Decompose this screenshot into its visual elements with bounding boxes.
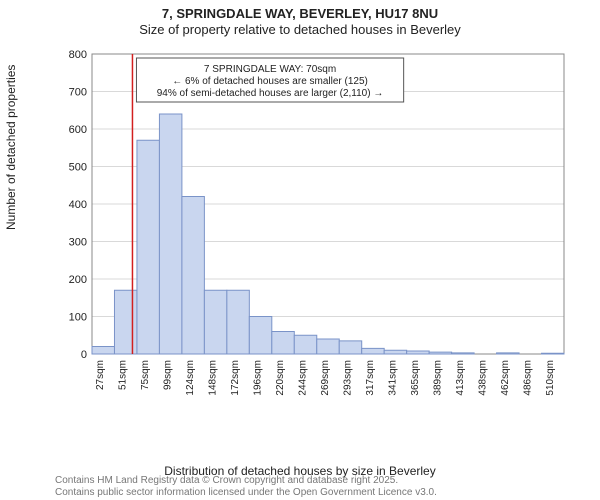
histogram-bar <box>227 290 249 354</box>
chart-plot-area: 0 100 200 300 400 500 600 700 800 27sqm 51sqm 75sqm… <box>60 48 570 410</box>
footer-line1: Contains HM Land Registry data © Crown c… <box>55 475 437 487</box>
callout-line: 94% of semi-detached houses are larger (… <box>157 88 384 99</box>
histogram-bar <box>362 348 384 354</box>
histogram-bar <box>339 341 361 354</box>
histogram-bar <box>384 350 406 354</box>
x-tick-label: 389sqm <box>432 360 443 396</box>
histogram-bar <box>317 339 339 354</box>
x-tick-label: 293sqm <box>342 360 353 396</box>
x-tick-label: 172sqm <box>230 360 241 396</box>
histogram-bar <box>452 353 474 354</box>
histogram-bar <box>114 290 136 354</box>
x-tick-label: 413sqm <box>455 360 466 396</box>
x-tick-label: 462sqm <box>500 360 511 396</box>
x-tick-label: 317sqm <box>365 360 376 396</box>
histogram-bar <box>204 290 226 354</box>
x-tick-label: 341sqm <box>387 360 398 396</box>
histogram-bar <box>542 353 564 354</box>
title-line1: 7, SPRINGDALE WAY, BEVERLEY, HU17 8NU <box>0 6 600 22</box>
title-line2: Size of property relative to detached ho… <box>0 22 600 38</box>
histogram-bar <box>249 317 271 355</box>
histogram-bar <box>92 347 114 355</box>
callout-line: ← 6% of detached houses are smaller (125… <box>172 76 368 87</box>
y-tick-label: 300 <box>69 237 87 249</box>
y-tick-label: 700 <box>69 87 87 99</box>
y-tick-label: 500 <box>69 162 87 174</box>
footer-line2: Contains public sector information licen… <box>55 487 437 499</box>
histogram-bar <box>429 352 451 354</box>
x-tick-label: 148sqm <box>208 360 219 396</box>
x-tick-label: 99sqm <box>163 360 174 390</box>
histogram-bar <box>407 351 429 354</box>
y-tick-label: 0 <box>81 349 87 361</box>
y-tick-label: 400 <box>69 199 87 211</box>
histogram-bar <box>182 197 204 355</box>
x-tick-label: 510sqm <box>545 360 556 396</box>
x-tick-label: 244sqm <box>298 360 309 396</box>
x-tick-label: 27sqm <box>95 360 106 390</box>
x-tick-label: 365sqm <box>410 360 421 396</box>
y-axis-label: Number of detached properties <box>4 65 18 230</box>
callout-line: 7 SPRINGDALE WAY: 70sqm <box>204 64 336 75</box>
x-tick-label: 124sqm <box>185 360 196 396</box>
histogram-bar <box>137 140 159 354</box>
histogram-chart: 0 100 200 300 400 500 600 700 800 27sqm 51sqm 75sqm… <box>60 48 570 410</box>
y-tick-label: 800 <box>69 49 87 61</box>
histogram-bar <box>159 114 181 354</box>
x-tick-label: 269sqm <box>320 360 331 396</box>
histogram-bar <box>294 335 316 354</box>
x-tick-label: 220sqm <box>275 360 286 396</box>
histogram-bar <box>497 353 519 354</box>
y-tick-label: 600 <box>69 124 87 136</box>
x-tick-label: 438sqm <box>477 360 488 396</box>
chart-title-block: 7, SPRINGDALE WAY, BEVERLEY, HU17 8NU Si… <box>0 0 600 37</box>
x-tick-label: 51sqm <box>118 360 129 390</box>
x-tick-label: 75sqm <box>140 360 151 390</box>
y-tick-label: 100 <box>69 312 87 324</box>
x-tick-label: 486sqm <box>522 360 533 396</box>
x-tick-label: 196sqm <box>253 360 264 396</box>
histogram-bar <box>272 332 294 355</box>
y-tick-label: 200 <box>69 274 87 286</box>
footer-attribution: Contains HM Land Registry data © Crown c… <box>55 475 437 498</box>
